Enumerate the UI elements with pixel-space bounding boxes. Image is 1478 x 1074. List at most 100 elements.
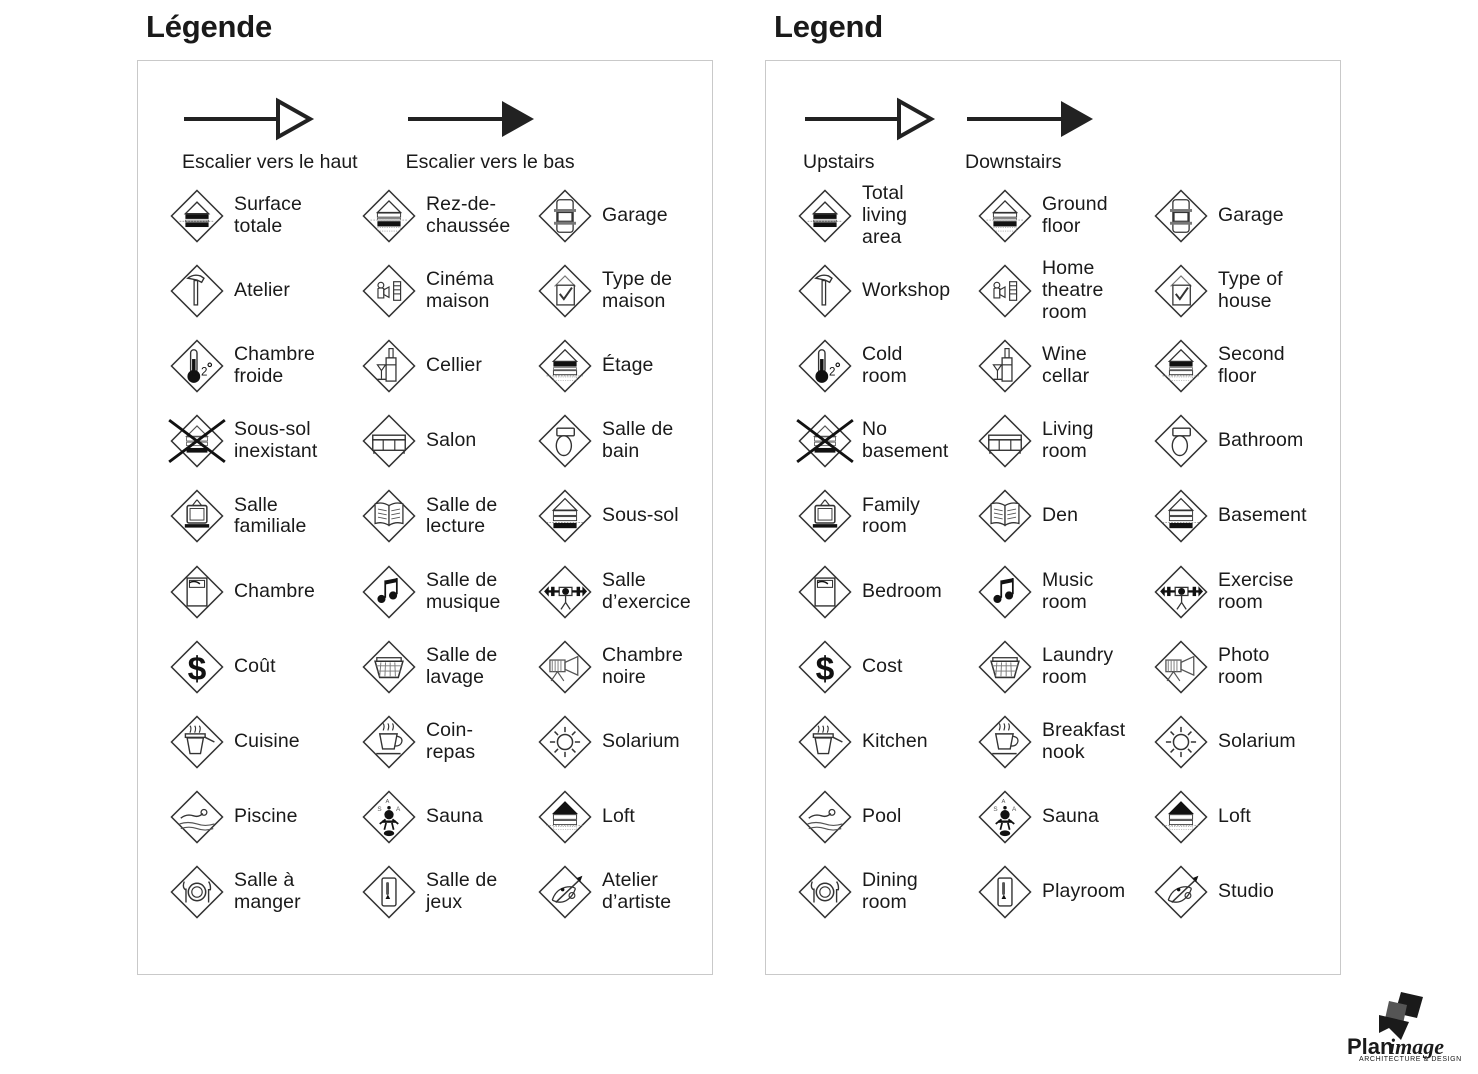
legend-entry: Piscine	[168, 780, 360, 855]
legend-entry: Sous-sol	[536, 479, 744, 554]
legend-entry: Studio	[1152, 855, 1372, 930]
label-line-1: Coût	[234, 654, 276, 677]
legend-entry-label: Solarium	[1218, 729, 1296, 753]
label-line-1: Studio	[1218, 880, 1274, 903]
photo-room-icon	[1152, 638, 1210, 696]
label-line-1: Salle de	[426, 643, 498, 666]
legend-entry-label: Cellier	[426, 354, 482, 377]
legend-entry: Salle de musique	[360, 554, 536, 629]
label-line-1: Type de	[602, 267, 673, 290]
stair-legend-upstairs: Escalier vers le haut	[182, 97, 358, 173]
legend-entry: Workshop	[796, 253, 976, 328]
breakfast-nook-icon	[976, 713, 1034, 771]
legend-entry-label: No basement	[862, 418, 949, 463]
svg-text:S: S	[377, 806, 381, 813]
label-line-1: Surface	[234, 192, 302, 215]
label-line-1: Breakfast	[1042, 719, 1126, 742]
legend-entry: Cuisine	[168, 704, 360, 779]
label-line-2: basement	[862, 440, 949, 463]
stairs-row: Upstairs Downstairs	[766, 97, 1340, 173]
label-line-3: area	[862, 225, 902, 248]
legend-entry: Wine cellar	[976, 328, 1152, 403]
arrow-filled-right-icon	[965, 97, 1099, 146]
legend-entry: Salle de lecture	[360, 479, 536, 554]
pool-icon	[796, 788, 854, 846]
label-line-2: d’artiste	[602, 891, 672, 914]
legend-entry: Salle d’exercice	[536, 554, 744, 629]
label-line-1: Den	[1042, 504, 1079, 527]
label-line-2: lecture	[426, 515, 486, 538]
label-line-2: jeux	[426, 891, 463, 914]
legend-entry-label: Breakfast nook	[1042, 719, 1126, 764]
legend-entry: Surface totale	[168, 178, 360, 253]
living-room-icon	[976, 412, 1034, 470]
legend-entry: Solarium	[536, 704, 744, 779]
legend-entry-label: Total living area	[862, 181, 907, 248]
legend-entry: Dining room	[796, 855, 976, 930]
legend-entry-label: Photo room	[1218, 643, 1270, 689]
legend-entry: Cellier	[360, 328, 536, 403]
wine-cellar-icon	[360, 337, 418, 395]
den-icon	[976, 487, 1034, 545]
label-line-2: totale	[234, 214, 283, 237]
family-room-icon	[168, 487, 226, 545]
label-line-1: Atelier	[602, 869, 658, 892]
bedroom-icon	[168, 563, 226, 621]
legend-entry-label: Cold room	[862, 343, 907, 388]
legend-entry-label: Basement	[1218, 505, 1307, 527]
legend-entry-label: Playroom	[1042, 880, 1125, 903]
panel-title-fr: Légende	[146, 9, 273, 44]
svg-text:$: $	[188, 650, 207, 687]
legend-grid: Total living area Ground floor Garage Workshop…	[766, 178, 1370, 930]
type-of-house-icon	[536, 262, 594, 320]
label-line-1: Cinéma	[426, 267, 494, 290]
legend-entry: Loft	[536, 780, 744, 855]
ground-floor-icon	[360, 187, 418, 245]
label-line-2: house	[1218, 289, 1272, 312]
laundry-room-icon	[976, 638, 1034, 696]
legend-box-en: Upstairs Downstairs Total living area Ground f…	[765, 60, 1341, 975]
legend-entry-label: Pool	[862, 805, 901, 828]
label-line-1: Solarium	[1218, 729, 1296, 752]
stairs-row: Escalier vers le haut Escalier vers le ba…	[138, 97, 712, 173]
no-basement-icon	[796, 412, 854, 470]
label-line-1: Basement	[1218, 504, 1307, 527]
label-line-1: Salle	[234, 493, 278, 516]
label-line-1: Salle de	[426, 568, 498, 591]
legend-entry: Bedroom	[796, 554, 976, 629]
legend-entry: $ Coût	[168, 629, 360, 704]
label-line-1: Exercise	[1218, 568, 1294, 591]
label-line-1: Dining	[862, 869, 918, 892]
legend-entry: Salle familiale	[168, 479, 360, 554]
second-floor-icon	[1152, 337, 1210, 395]
legend-entry: Den	[976, 479, 1152, 554]
label-line-1: Photo	[1218, 643, 1270, 666]
label-line-2: noire	[602, 665, 646, 688]
legend-entry: Playroom	[976, 855, 1152, 930]
label-line-1: Kitchen	[862, 729, 928, 752]
label-line-1: Solarium	[602, 729, 680, 752]
logo-tagline: ARCHITECTURE & DESIGN	[1359, 1056, 1462, 1062]
label-line-1: Sous-sol	[602, 504, 679, 527]
planimage-logo: Plan image ARCHITECTURE & DESIGN	[1345, 988, 1465, 1063]
svg-text:2: 2	[829, 365, 835, 378]
legend-entry-label: Family room	[862, 494, 920, 539]
legend-entry-label: Chambre noire	[602, 644, 683, 689]
label-line-1: Salle de	[426, 869, 498, 892]
legend-entry: Garage	[536, 178, 744, 253]
music-room-icon	[976, 563, 1034, 621]
legend-entry-label: Salle de lecture	[426, 493, 498, 539]
label-line-1: Salle de	[426, 493, 498, 516]
label-line-1: Total	[862, 181, 904, 204]
svg-text:2: 2	[201, 365, 207, 378]
label-line-1: Salle à	[234, 869, 295, 892]
label-line-2: d’exercice	[602, 590, 691, 613]
legend-entry: Family room	[796, 479, 976, 554]
legend-entry-label: Solarium	[602, 729, 680, 753]
label-line-2: cellar	[1042, 364, 1090, 387]
legend-entry-label: Ground floor	[1042, 193, 1108, 238]
exercise-room-icon	[536, 563, 594, 621]
total-living-area-icon	[796, 187, 854, 245]
label-line-1: Garage	[602, 203, 668, 226]
